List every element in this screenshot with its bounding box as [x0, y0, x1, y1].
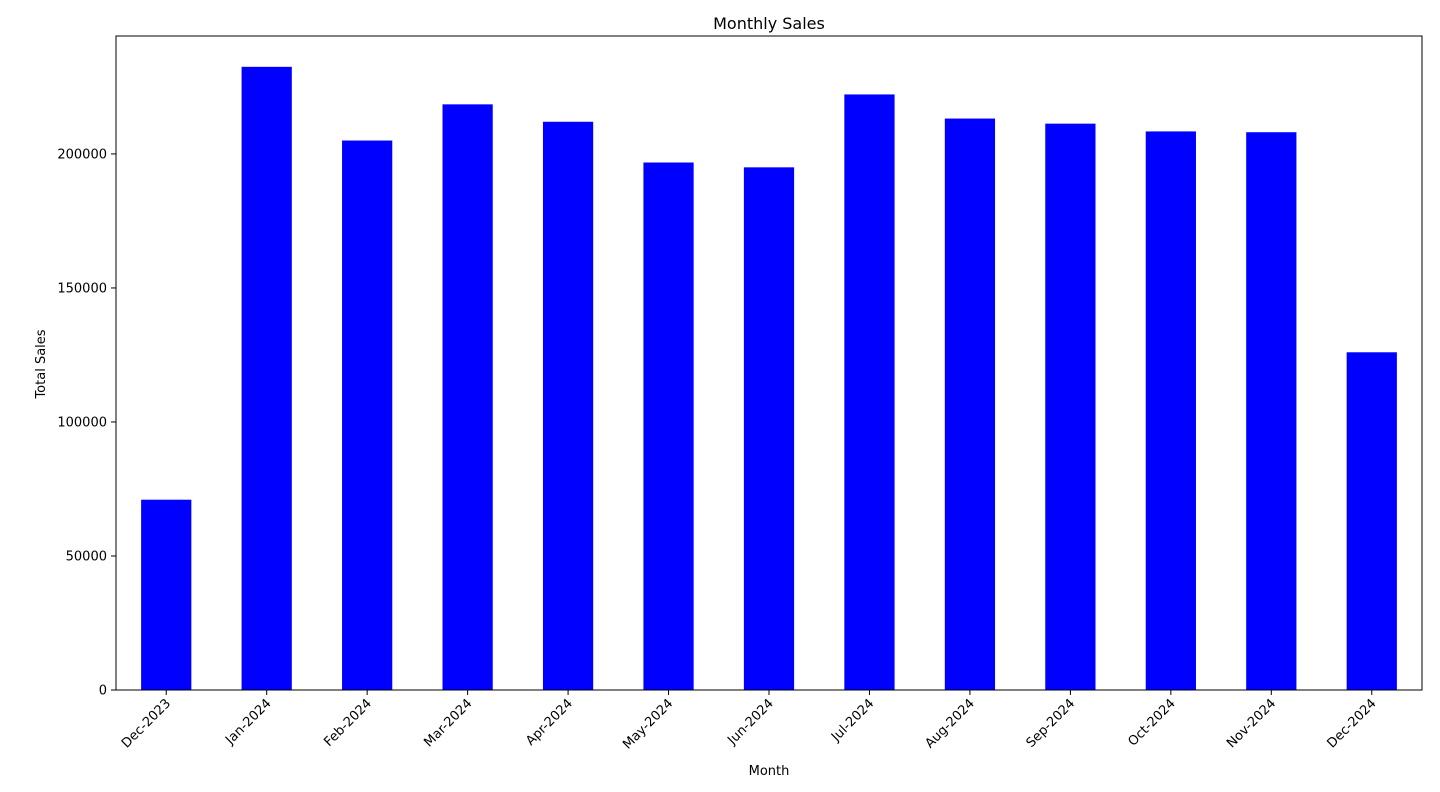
x-tick-label: Jan-2024 — [222, 696, 274, 748]
bar-apr-2024 — [542, 121, 594, 690]
x-tick-label: Nov-2024 — [1224, 696, 1279, 751]
bar-sep-2024 — [1045, 123, 1096, 690]
x-tick-label: Jul-2024 — [828, 696, 877, 745]
y-tick-label: 0 — [99, 684, 107, 699]
x-tick-label: Jun-2024 — [724, 696, 776, 748]
x-tick-label: Feb-2024 — [321, 696, 375, 750]
bar-nov-2024 — [1246, 132, 1297, 691]
bar-dec-2024 — [1346, 352, 1397, 690]
bar-jul-2024 — [844, 94, 895, 691]
y-tick-label: 50000 — [66, 549, 107, 564]
bar-may-2024 — [643, 162, 694, 690]
bar-dec-2023 — [141, 499, 192, 690]
x-axis-label: Month — [749, 764, 790, 779]
x-tick-label: Dec-2023 — [119, 696, 174, 751]
x-tick-label: Oct-2024 — [1125, 696, 1178, 749]
bar-mar-2024 — [442, 104, 493, 691]
x-tick-label: Dec-2024 — [1324, 696, 1379, 751]
x-tick-label: Sep-2024 — [1024, 696, 1079, 751]
y-tick-label: 100000 — [57, 415, 107, 430]
x-tick-label: Apr-2024 — [523, 696, 576, 749]
bar-oct-2024 — [1145, 131, 1196, 691]
y-axis: 0 50000 100000 150000 200000 — [57, 147, 116, 699]
y-tick-label: 150000 — [57, 281, 107, 296]
y-tick-label: 200000 — [57, 147, 107, 162]
x-tick-label: Mar-2024 — [421, 696, 475, 750]
bar-jan-2024 — [241, 66, 292, 690]
x-tick-label: Aug-2024 — [922, 696, 977, 751]
x-axis: Dec-2023 Jan-2024 Feb-2024 Mar-2024 Apr-2024… — [119, 690, 1380, 752]
chart-title: Monthly Sales — [713, 14, 825, 33]
x-tick-label: May-2024 — [620, 696, 676, 752]
bars-layer — [141, 66, 1397, 691]
y-axis-label: Total Sales — [34, 329, 49, 399]
bar-aug-2024 — [944, 118, 996, 691]
bar-jun-2024 — [743, 167, 795, 691]
bar-feb-2024 — [342, 140, 393, 690]
